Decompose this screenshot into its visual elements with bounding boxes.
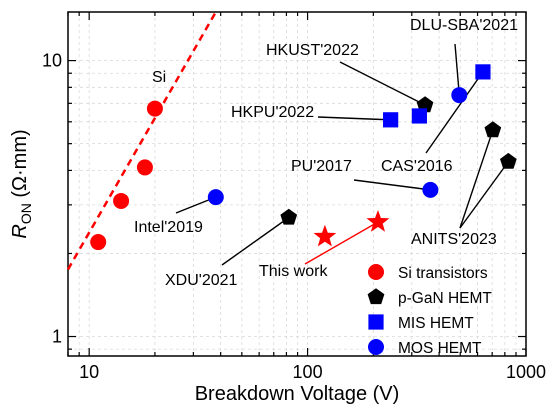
point-si-transistors [113, 192, 130, 209]
annotation-label: HKUST'2022 [266, 42, 359, 59]
annotation-label: Intel'2019 [134, 219, 203, 236]
annotation-label: DLU-SBA'2021 [410, 17, 518, 34]
point-mos-hemt [207, 189, 224, 206]
point-p-gan-hemt [484, 121, 502, 138]
annotation-leader [459, 161, 509, 229]
y-axis-title-main: R [9, 224, 31, 238]
legend-label: p-GaN HEMT [398, 290, 492, 307]
annotation-label: ANITS'2023 [411, 231, 497, 248]
si-limit-line: Si [66, 11, 217, 271]
y-axis-title-sub: ON [18, 203, 34, 224]
point-this-work [366, 210, 390, 232]
point-si-transistors [146, 100, 163, 117]
annotation-leader [459, 129, 494, 229]
point-mos-hemt [451, 87, 468, 104]
annotation-label: HKPU'2022 [231, 104, 314, 121]
annotation-leader [317, 116, 391, 121]
legend-label: MOS HEMT [398, 340, 482, 357]
y-axis-title: RON (Ω·mm) [9, 129, 34, 238]
y-axis-title-unit: (Ω·mm) [9, 129, 31, 203]
x-tick-label: 1000 [506, 362, 546, 382]
point-p-gan-hemt [416, 96, 434, 113]
point-this-work [313, 224, 337, 247]
annotation-leader [304, 221, 379, 265]
legend-label: MIS HEMT [398, 315, 474, 332]
point-mos-hemt [422, 181, 439, 198]
legend-label: Si transistors [398, 265, 488, 282]
point-si-transistors [90, 234, 107, 251]
tick-labels: 10 100 1000 1 10 [42, 51, 546, 382]
annotation-leader [425, 71, 484, 154]
si-limit-dashed-line [66, 11, 217, 271]
grid [67, 12, 526, 356]
x-axis-title: Breakdown Voltage (V) [195, 383, 400, 405]
annotation-label: CAS'2016 [381, 158, 453, 175]
annotation-leader [339, 61, 426, 106]
x-tick-label: 100 [293, 362, 323, 382]
legend: Si transistors p-GaN HEMT MIS HEMT MOS HEMT [367, 264, 492, 357]
point-p-gan-hemt [280, 208, 298, 225]
annotation-leader [454, 43, 460, 96]
annotation-label: PU'2017 [291, 158, 352, 175]
annotation-label: This work [259, 263, 328, 280]
legend-marker-mos-hemt [368, 339, 384, 355]
point-p-gan-hemt [500, 152, 517, 169]
y-tick-label: 1 [52, 327, 62, 347]
si-limit-label: Si [152, 69, 166, 86]
point-mis-hemt [475, 64, 491, 80]
legend-marker-p-gan-hemt [367, 288, 385, 305]
annotation-leader [353, 179, 431, 191]
point-mis-hemt [411, 108, 427, 124]
point-mis-hemt [383, 112, 399, 128]
data-marks [90, 64, 517, 251]
axis-ticks [67, 12, 527, 356]
point-si-transistors [136, 159, 153, 176]
legend-marker-si-transistors [368, 264, 384, 280]
annotation-leader [221, 216, 290, 266]
legend-marker-mis-hemt [368, 314, 384, 330]
y-tick-label: 10 [42, 51, 62, 71]
annotation-label: XDU'2021 [165, 272, 238, 289]
annotations: DLU-SBA'2021 HKUST'2022 HKPU'2022 PU'2017 CA… [134, 17, 518, 289]
x-tick-label: 10 [79, 362, 99, 382]
